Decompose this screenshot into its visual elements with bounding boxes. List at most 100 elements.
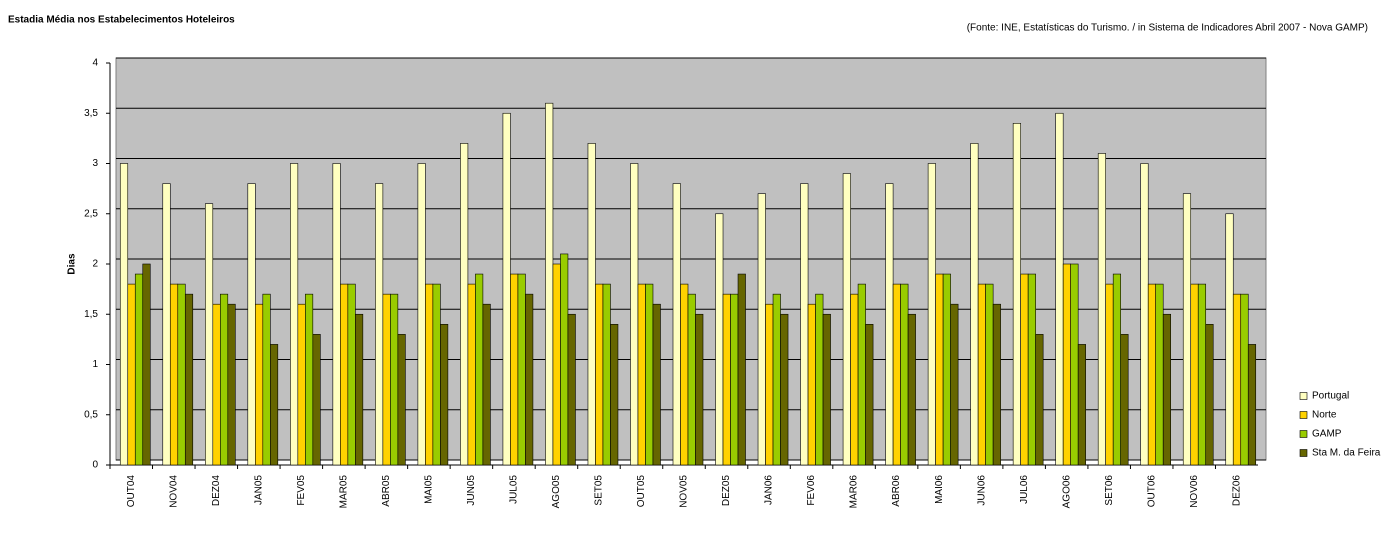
x-tick-label: FEV06	[806, 475, 817, 506]
x-tick-label: MAI05	[424, 475, 435, 504]
x-tick-label: ABR05	[381, 475, 392, 507]
bar	[1197, 283, 1207, 466]
bar	[1035, 334, 1044, 466]
bar	[390, 293, 399, 466]
bar	[715, 213, 724, 466]
bar	[162, 183, 171, 466]
bar	[602, 283, 611, 466]
bar	[672, 183, 681, 466]
bar	[695, 313, 704, 466]
x-tick-label: FEV05	[296, 475, 307, 506]
x-tick-label: SET06	[1104, 475, 1115, 506]
bar	[1205, 323, 1214, 466]
bar	[1182, 193, 1192, 466]
bar	[347, 283, 356, 466]
chart-title: Estadia Média nos Estabelecimentos Hotel…	[8, 15, 235, 26]
bar	[927, 163, 936, 466]
bar	[730, 293, 739, 466]
legend-label: Portugal	[1312, 391, 1349, 402]
bar	[290, 163, 299, 466]
bar	[1232, 293, 1242, 466]
bar	[425, 283, 434, 466]
x-tick-label: SET05	[594, 475, 605, 506]
legend-label: Sta M. da Feira	[1312, 448, 1381, 459]
bar	[355, 313, 364, 466]
x-tick-label: JUL05	[509, 475, 520, 504]
bar	[1077, 344, 1086, 466]
bar	[1020, 273, 1029, 466]
bar	[417, 163, 426, 466]
bar	[985, 283, 994, 466]
bar	[637, 283, 646, 466]
bar	[1147, 283, 1157, 466]
bar	[1112, 273, 1121, 466]
bar	[885, 183, 894, 466]
y-tick-label: 0,5	[84, 409, 98, 420]
bar	[460, 143, 469, 466]
bar	[270, 344, 279, 466]
bar	[517, 273, 526, 466]
bar	[892, 283, 901, 466]
bar	[227, 303, 236, 466]
bar	[475, 273, 484, 466]
y-tick-label: 0	[92, 460, 98, 471]
bar	[482, 303, 491, 466]
x-tick-label: JUL06	[1019, 475, 1030, 504]
bar	[177, 283, 186, 466]
bar	[1027, 273, 1036, 466]
bar	[127, 283, 136, 466]
bar	[219, 293, 229, 466]
bar	[467, 283, 476, 466]
bar	[432, 283, 441, 466]
y-tick-label: 3	[92, 158, 98, 169]
x-tick-label: MAI06	[934, 475, 945, 504]
x-tick-label: OUT06	[1146, 475, 1157, 508]
x-tick-label: JAN05	[253, 475, 264, 505]
bar	[1012, 123, 1021, 466]
bar	[305, 293, 314, 466]
bar	[212, 303, 221, 466]
bar	[332, 163, 341, 466]
legend-swatch	[1299, 449, 1308, 457]
x-tick-label: OUT05	[636, 475, 647, 508]
bar	[772, 293, 781, 466]
x-tick-label: JUN06	[976, 475, 987, 506]
y-axis-label: Dias	[67, 253, 78, 275]
bar	[970, 143, 979, 466]
bar	[1155, 283, 1164, 466]
bar	[857, 283, 866, 466]
bar	[340, 283, 349, 466]
bar	[382, 293, 391, 466]
bar	[169, 283, 179, 466]
y-tick-label: 3,5	[84, 108, 98, 119]
bar	[1140, 163, 1149, 466]
legend-swatch	[1299, 411, 1308, 419]
bar	[610, 323, 619, 466]
bar	[1070, 263, 1079, 466]
bar	[375, 183, 384, 466]
bar	[204, 203, 214, 466]
bar	[1062, 263, 1071, 466]
bar	[977, 283, 986, 466]
bar	[1247, 344, 1257, 466]
bar	[652, 303, 661, 466]
bar	[595, 283, 604, 466]
bar	[935, 273, 944, 466]
bar	[255, 303, 264, 466]
bar	[815, 293, 824, 466]
x-tick-label: JAN06	[764, 475, 775, 505]
bar	[525, 293, 534, 466]
x-tick-label: NOV06	[1189, 475, 1200, 508]
bar	[184, 293, 194, 466]
bar	[567, 313, 576, 466]
bar	[630, 163, 639, 466]
bar	[822, 313, 831, 466]
x-tick-label: DEZ05	[721, 475, 732, 507]
bar	[687, 293, 696, 466]
bar	[510, 273, 519, 466]
y-tick-label: 4	[92, 58, 98, 69]
x-tick-label: DEZ06	[1231, 475, 1242, 507]
source-note: (Fonte: INE, Estatísticas do Turismo. / …	[967, 23, 1368, 34]
bar	[397, 334, 406, 466]
bar	[900, 283, 909, 466]
